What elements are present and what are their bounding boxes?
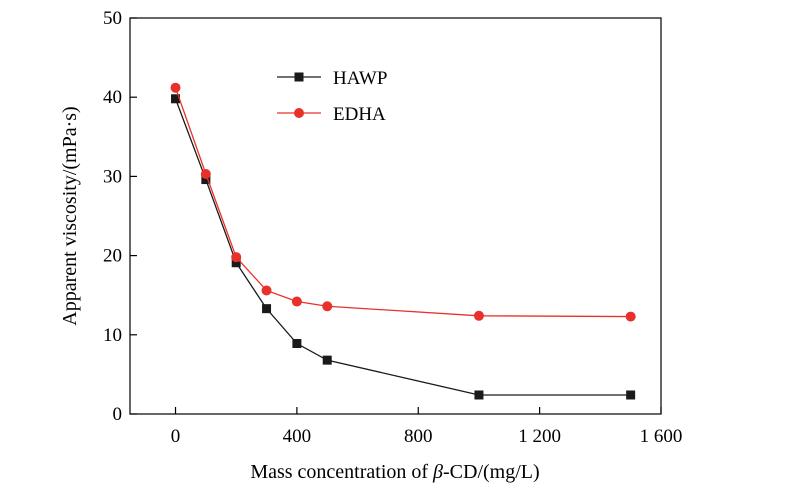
data-point-hawp (171, 94, 181, 104)
data-point-edha (170, 82, 181, 93)
data-point-edha (261, 285, 272, 296)
legend-label-edha: EDHA (333, 104, 386, 125)
data-point-hawp (231, 258, 241, 268)
data-point-hawp (322, 355, 332, 365)
data-point-edha (625, 311, 636, 322)
data-point-edha (473, 310, 484, 321)
x-axis-title: Mass concentration of β-CD/(mg/L) (250, 461, 539, 483)
data-point-hawp (292, 339, 302, 349)
data-point-edha (291, 296, 302, 307)
x-tick-label: 400 (283, 426, 312, 447)
y-tick-label: 0 (113, 404, 123, 425)
y-tick-label: 10 (103, 325, 122, 346)
y-tick-label: 30 (103, 166, 122, 187)
y-tick-label: 50 (103, 8, 122, 29)
series-line-edha (174, 87, 631, 318)
x-tick-label: 0 (171, 426, 181, 447)
x-tick-label: 1 200 (518, 426, 561, 447)
y-axis: 0 10 20 30 40 50 (103, 8, 137, 425)
x-tick-label: 800 (404, 426, 433, 447)
data-point-hawp (474, 390, 484, 400)
x-axis: 0 400 800 1 200 1 600 (171, 407, 683, 447)
legend: HAWP EDHA (277, 68, 387, 125)
data-point-edha (231, 252, 242, 263)
data-point-edha (200, 169, 211, 180)
data-point-hawp (262, 304, 272, 314)
legend-marker-hawp (294, 72, 304, 82)
series-layer (170, 82, 636, 400)
series-line-hawp (174, 98, 631, 396)
plot-frame (129, 17, 662, 415)
data-point-hawp (201, 175, 211, 185)
data-point-edha (322, 301, 333, 312)
y-tick-label: 20 (103, 246, 122, 267)
legend-label-hawp: HAWP (333, 68, 387, 89)
y-tick-label: 40 (103, 87, 122, 108)
x-tick-label: 1 600 (640, 426, 683, 447)
legend-marker-edha (294, 108, 304, 118)
data-point-hawp (626, 390, 636, 400)
y-axis-title: Apparent viscosity/(mPa·s) (59, 106, 81, 325)
